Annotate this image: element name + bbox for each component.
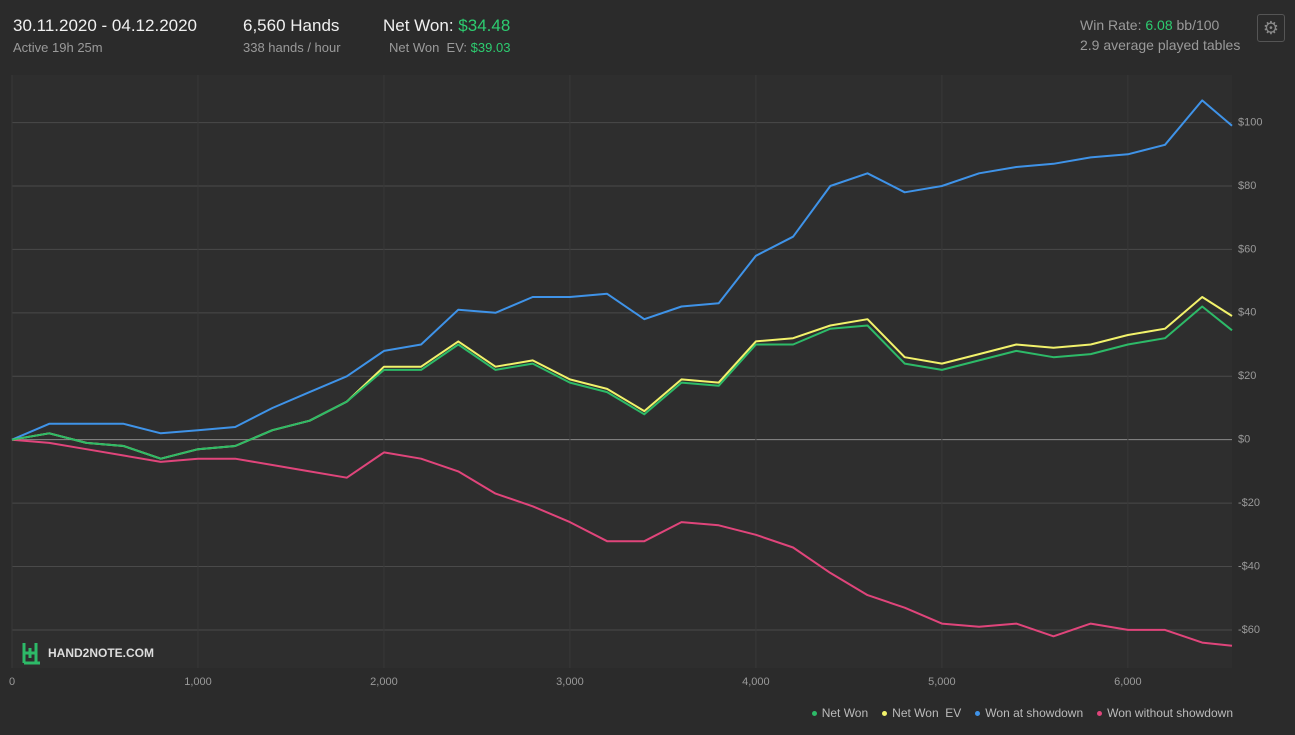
- y-tick-label: $60: [1238, 243, 1256, 255]
- settings-button[interactable]: ⚙: [1257, 14, 1285, 42]
- x-tick-label: 0: [9, 676, 15, 688]
- net-won-ev-value: $39.03: [470, 40, 511, 55]
- legend-item[interactable]: Net Won: [811, 706, 869, 720]
- y-tick-label: $20: [1238, 370, 1256, 382]
- series-line: [11, 99, 1233, 441]
- x-tick-label: 3,000: [556, 676, 584, 688]
- y-tick-label: $80: [1238, 180, 1256, 192]
- y-tick-label: $100: [1238, 116, 1262, 128]
- legend-item[interactable]: Won without showdown: [1097, 706, 1233, 720]
- win-rate-value: 6.08: [1145, 17, 1173, 33]
- legend-label: Net Won EV: [892, 706, 962, 720]
- legend-item[interactable]: Won at showdown: [975, 706, 1083, 720]
- legend: Net Won Net Won EV Won at showdown Won with…: [811, 706, 1233, 720]
- net-won-ev: Net Won EV: $39.03: [389, 40, 510, 55]
- active-time: Active 19h 25m: [13, 40, 103, 55]
- win-rate: Win Rate: 6.08 bb/100: [1080, 17, 1219, 33]
- y-tick-label: -$60: [1238, 624, 1260, 636]
- y-tick-label: -$20: [1238, 497, 1260, 509]
- legend-label: Net Won: [821, 706, 869, 720]
- legend-swatch: [811, 711, 817, 717]
- tables: 2.9 average played tables: [1080, 37, 1241, 53]
- logo-icon: [22, 643, 40, 665]
- legend-swatch: [975, 711, 981, 717]
- x-tick-label: 2,000: [370, 676, 398, 688]
- win-rate-label: Win Rate:: [1080, 17, 1142, 33]
- x-tick-label: 6,000: [1114, 676, 1142, 688]
- series-line: [11, 305, 1233, 460]
- x-tick-label: 1,000: [184, 676, 212, 688]
- hands-rate: 338 hands / hour: [243, 40, 341, 55]
- net-won-label: Net Won:: [383, 16, 454, 35]
- legend-label: Won at showdown: [985, 706, 1084, 720]
- win-rate-unit: bb/100: [1176, 17, 1220, 33]
- hands: 6,560 Hands: [243, 16, 340, 35]
- series-line: [11, 438, 1233, 647]
- plot-area: [12, 75, 1232, 668]
- x-tick-label: 5,000: [928, 676, 956, 688]
- y-tick-label: $0: [1238, 434, 1250, 446]
- net-won-ev-label: Net Won EV:: [389, 40, 468, 55]
- date-range: 30.11.2020 - 04.12.2020: [13, 16, 198, 35]
- logo-text: HAND2NOTE.COM: [48, 646, 154, 660]
- legend-swatch: [1097, 711, 1103, 717]
- net-won: Net Won: $34.48: [383, 16, 510, 36]
- logo: HAND2NOTE.COM: [22, 643, 154, 665]
- legend-item[interactable]: Net Won EV: [882, 706, 961, 720]
- legend-swatch: [882, 711, 888, 717]
- y-tick-label: $40: [1238, 307, 1256, 319]
- x-tick-label: 4,000: [742, 676, 770, 688]
- legend-label: Won without showdown: [1107, 706, 1233, 720]
- net-won-value: $34.48: [458, 16, 511, 35]
- y-tick-label: -$40: [1238, 560, 1260, 572]
